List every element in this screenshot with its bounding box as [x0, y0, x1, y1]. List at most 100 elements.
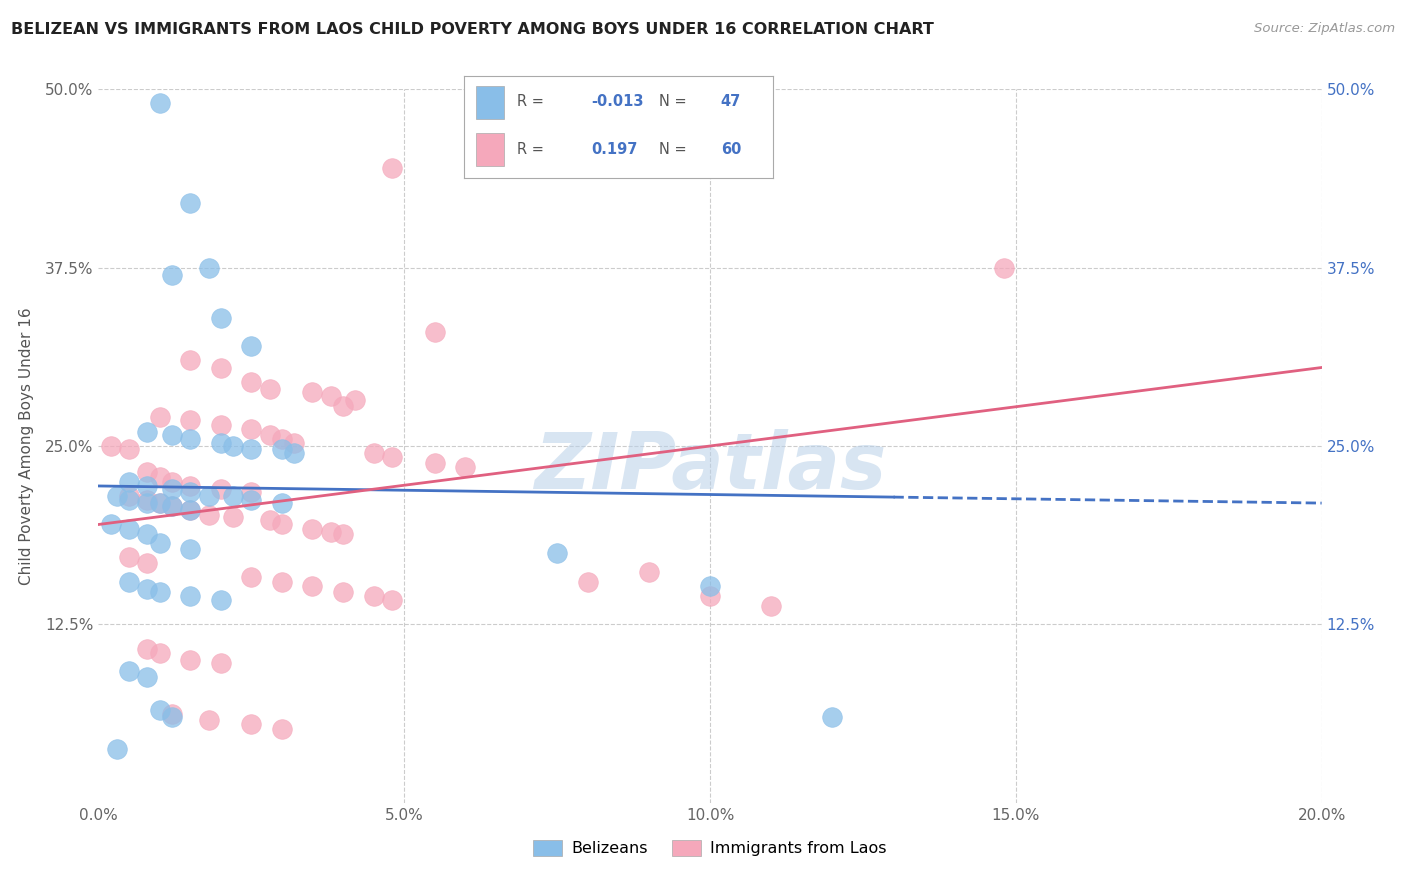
Point — [136, 479, 159, 493]
Text: R =: R = — [516, 142, 548, 157]
Text: ZIPatlas: ZIPatlas — [534, 429, 886, 506]
Point — [149, 646, 172, 660]
Point — [240, 570, 263, 584]
Text: N =: N = — [659, 142, 692, 157]
Point — [179, 353, 201, 368]
Point — [332, 527, 354, 541]
Text: Source: ZipAtlas.com: Source: ZipAtlas.com — [1254, 22, 1395, 36]
Point — [136, 493, 159, 508]
Text: 60: 60 — [721, 142, 741, 157]
Point — [118, 475, 141, 489]
Point — [160, 707, 183, 722]
Point — [179, 432, 201, 446]
Point — [149, 584, 172, 599]
Point — [699, 579, 721, 593]
Point — [209, 417, 232, 432]
Point — [546, 546, 568, 560]
Point — [136, 670, 159, 684]
Point — [179, 479, 201, 493]
Point — [270, 517, 292, 532]
Point — [270, 722, 292, 736]
Point — [149, 410, 172, 425]
Point — [759, 599, 782, 613]
Point — [118, 665, 141, 679]
Point — [100, 439, 122, 453]
Point — [222, 489, 245, 503]
Point — [149, 536, 172, 550]
Point — [454, 460, 477, 475]
Point — [136, 556, 159, 570]
Point — [270, 574, 292, 589]
Point — [301, 384, 323, 399]
Point — [197, 489, 219, 503]
Point — [332, 584, 354, 599]
Point — [240, 375, 263, 389]
Text: -0.013: -0.013 — [591, 95, 644, 110]
Point — [344, 393, 367, 408]
Point — [283, 436, 305, 450]
Point — [637, 565, 661, 579]
Point — [993, 260, 1015, 275]
Point — [319, 389, 342, 403]
Point — [301, 579, 323, 593]
Point — [160, 268, 183, 282]
Point — [381, 161, 404, 175]
Point — [100, 517, 122, 532]
Point — [332, 399, 354, 413]
Point — [118, 489, 141, 503]
Point — [179, 541, 201, 556]
FancyBboxPatch shape — [477, 87, 505, 119]
Legend: Belizeans, Immigrants from Laos: Belizeans, Immigrants from Laos — [527, 833, 893, 863]
Point — [160, 475, 183, 489]
Point — [270, 496, 292, 510]
Point — [821, 710, 844, 724]
Point — [222, 510, 245, 524]
Point — [319, 524, 342, 539]
Point — [136, 582, 159, 596]
Point — [240, 422, 263, 436]
Point — [209, 482, 232, 496]
Point — [197, 508, 219, 522]
Point — [240, 484, 263, 499]
Point — [240, 493, 263, 508]
Point — [197, 260, 219, 275]
Point — [259, 427, 281, 442]
Point — [179, 589, 201, 603]
Point — [105, 741, 128, 756]
FancyBboxPatch shape — [477, 133, 505, 166]
Point — [363, 589, 385, 603]
Point — [240, 717, 263, 731]
Point — [136, 425, 159, 439]
Point — [209, 593, 232, 607]
Point — [149, 96, 172, 111]
Point — [363, 446, 385, 460]
Point — [381, 450, 404, 465]
Point — [270, 432, 292, 446]
Point — [179, 503, 201, 517]
Point — [209, 656, 232, 670]
Point — [179, 413, 201, 427]
Point — [699, 589, 721, 603]
Point — [136, 465, 159, 479]
Point — [149, 496, 172, 510]
Point — [179, 196, 201, 211]
Text: BELIZEAN VS IMMIGRANTS FROM LAOS CHILD POVERTY AMONG BOYS UNDER 16 CORRELATION C: BELIZEAN VS IMMIGRANTS FROM LAOS CHILD P… — [11, 22, 934, 37]
Point — [259, 513, 281, 527]
Point — [423, 456, 446, 470]
Point — [160, 482, 183, 496]
Point — [259, 382, 281, 396]
Point — [283, 446, 305, 460]
Point — [149, 470, 172, 484]
Point — [301, 522, 323, 536]
Point — [270, 442, 292, 456]
Point — [136, 527, 159, 541]
Point — [576, 574, 599, 589]
Point — [240, 442, 263, 456]
Text: 47: 47 — [721, 95, 741, 110]
Text: N =: N = — [659, 95, 692, 110]
Point — [160, 427, 183, 442]
Point — [179, 484, 201, 499]
Text: 0.197: 0.197 — [591, 142, 637, 157]
Point — [240, 339, 263, 353]
Point — [197, 713, 219, 727]
